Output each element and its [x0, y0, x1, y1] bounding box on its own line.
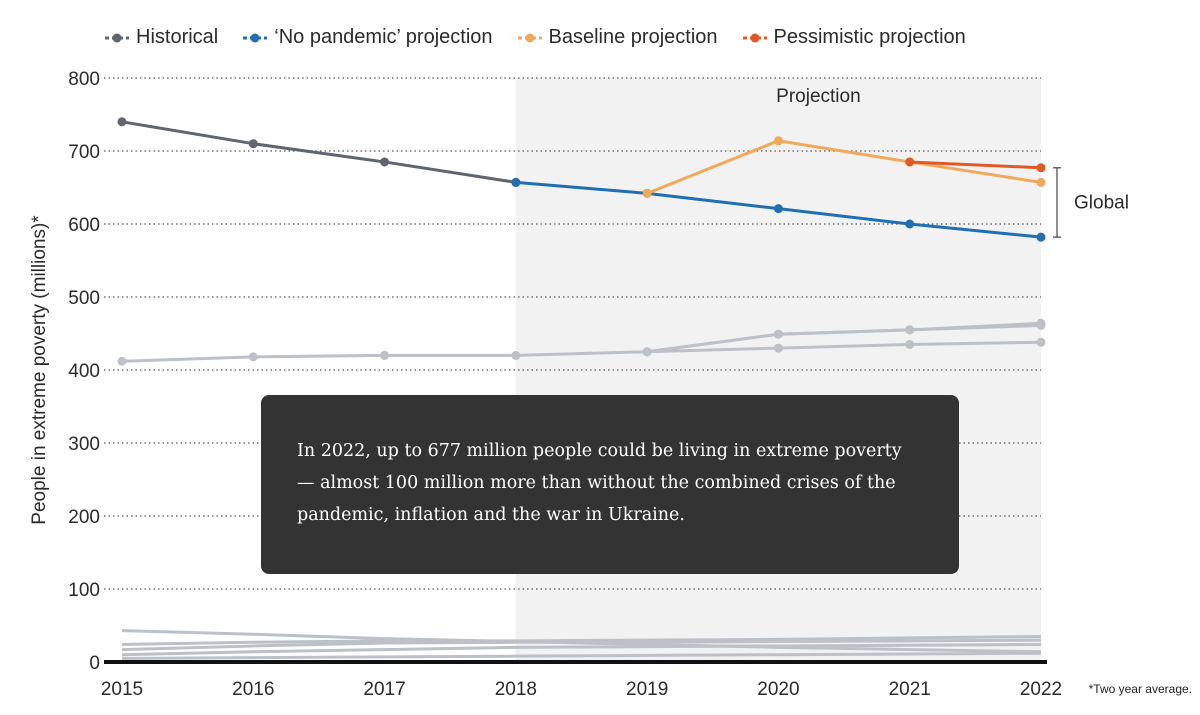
- data-point: [1036, 337, 1046, 347]
- legend-swatch-icon: [742, 33, 767, 42]
- data-point: [1036, 320, 1046, 330]
- data-point: [511, 350, 521, 360]
- data-point: [117, 117, 127, 127]
- y-axis-ticks: 0 100 200 300 400 500 600 700 800: [68, 69, 100, 674]
- chart-legend: Historical ‘No pandemic’ projection Baseli…: [104, 26, 966, 49]
- data-point: [773, 343, 783, 353]
- series-no-pandemic-projection: [511, 177, 1046, 242]
- y-tick-label: 300: [68, 434, 100, 455]
- legend-label: Historical: [136, 26, 219, 48]
- y-tick-label: 800: [68, 69, 100, 90]
- series-lines: [117, 117, 1046, 660]
- x-tick-label: 2021: [889, 679, 931, 700]
- x-tick-label: 2020: [757, 679, 799, 700]
- series-line: [121, 634, 1042, 646]
- data-point: [773, 204, 783, 214]
- series-line: [909, 160, 1042, 170]
- callout-text: In 2022, up to 677 million people could …: [297, 441, 902, 525]
- data-point: [773, 136, 783, 146]
- y-tick-label: 100: [68, 580, 100, 601]
- x-tick-label: 2018: [495, 679, 537, 700]
- x-tick-label: 2022: [1020, 679, 1062, 700]
- series-minor-region-3: [121, 638, 1042, 652]
- legend-label: Baseline projection: [548, 26, 718, 48]
- data-point: [248, 352, 258, 362]
- legend-item-no-pandemic-projection: ‘No pandemic’ projection: [242, 26, 493, 49]
- data-point: [117, 356, 127, 366]
- data-point: [511, 177, 521, 187]
- series-line: [121, 651, 1042, 660]
- x-tick-label: 2015: [101, 679, 143, 700]
- x-tick-label: 2017: [363, 679, 405, 700]
- global-bracket: [1053, 167, 1061, 238]
- legend-swatch-icon: [517, 33, 542, 42]
- y-tick-label: 600: [68, 215, 100, 236]
- y-axis-label: People in extreme poverty (millions)*: [29, 215, 50, 525]
- y-tick-label: 500: [68, 288, 100, 309]
- data-point: [905, 219, 915, 229]
- x-tick-label: 2019: [626, 679, 668, 700]
- series-minor-region-4: [121, 642, 1042, 657]
- data-point: [1036, 163, 1046, 173]
- legend-label: Pessimistic projection: [773, 26, 966, 48]
- legend-swatch-icon: [105, 33, 129, 42]
- data-point: [905, 325, 915, 335]
- legend-item-historical: Historical: [104, 26, 218, 49]
- data-point: [905, 157, 915, 167]
- footnote: *Two year average.: [1088, 682, 1192, 696]
- y-tick-label: 200: [68, 507, 100, 528]
- data-point: [380, 350, 390, 360]
- series-pessimistic-projection: [905, 157, 1046, 173]
- series-line: [121, 120, 517, 184]
- series-historical: [117, 117, 521, 187]
- data-point: [773, 329, 783, 339]
- series-minor-region-5: [121, 651, 1042, 660]
- data-point: [905, 339, 915, 349]
- series-line: [121, 638, 1042, 652]
- legend-swatch-icon: [243, 33, 268, 42]
- data-point: [642, 347, 652, 357]
- callout-box: In 2022, up to 677 million people could …: [261, 395, 959, 574]
- data-point: [248, 139, 258, 149]
- series-line: [646, 139, 1042, 195]
- data-point: [380, 157, 390, 167]
- projection-label: Projection: [776, 86, 861, 107]
- series-line: [121, 642, 1042, 657]
- y-tick-label: 700: [68, 142, 100, 163]
- legend-label: ‘No pandemic’ projection: [274, 26, 493, 48]
- global-bracket-label: Global: [1074, 192, 1129, 213]
- x-tick-label: 2016: [232, 679, 274, 700]
- data-point: [1036, 177, 1046, 187]
- series-minor-region-2: [121, 634, 1042, 646]
- y-tick-label: 400: [68, 361, 100, 382]
- data-point: [642, 188, 652, 198]
- legend-item-pessimistic-projection: Pessimistic projection: [742, 26, 966, 49]
- data-point: [1036, 232, 1046, 242]
- series-line: [647, 340, 1042, 354]
- legend-item-baseline-projection: Baseline projection: [517, 26, 718, 49]
- series-line: [646, 323, 1042, 354]
- x-axis-ticks: 2015 2016 2017 2018 2019 2020 2021 2022: [101, 679, 1062, 700]
- series-regional-scenario-c: [642, 337, 1046, 357]
- y-tick-label: 0: [89, 653, 100, 674]
